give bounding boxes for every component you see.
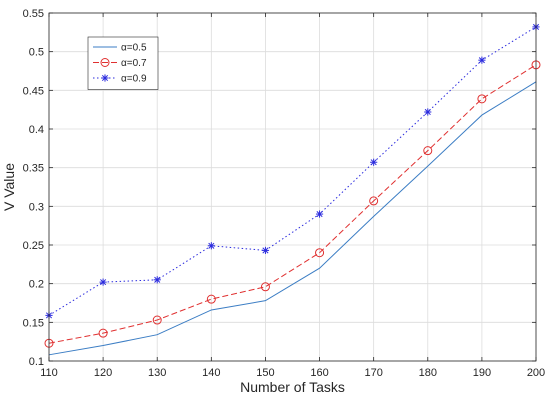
series-line <box>48 26 537 316</box>
legend-item: α=0.5 <box>93 43 147 54</box>
data-point <box>424 108 432 116</box>
legend: α=0.5 α=0.7 α=0.9 <box>87 36 159 90</box>
data-point <box>315 210 324 218</box>
data-point <box>207 242 215 250</box>
legend-item: α=0.7 <box>93 58 147 69</box>
asterisk-stroke <box>478 57 485 64</box>
data-point <box>152 315 162 325</box>
plot-frame <box>48 12 537 362</box>
x-tick-label: 170 <box>364 367 382 379</box>
asterisk-stroke <box>154 276 161 283</box>
data-point <box>261 246 270 255</box>
legend-marker <box>101 74 109 82</box>
series-line <box>48 81 537 356</box>
axis-ticks: 110 120 130 140 150 160 170 180 190 200 0.1 0.15 0.2… <box>23 8 546 379</box>
data-point <box>99 278 107 286</box>
x-tick-label: 130 <box>148 367 166 379</box>
series-2 <box>44 60 541 348</box>
series-1 <box>48 81 537 356</box>
data-point <box>478 56 486 64</box>
data-point <box>369 196 379 206</box>
y-tick-label: 0.45 <box>23 85 44 97</box>
x-tick-label: 180 <box>419 367 437 379</box>
y-tick-label: 0.35 <box>23 163 44 175</box>
asterisk-stroke <box>208 242 215 249</box>
y-tick-label: 0.3 <box>29 201 44 213</box>
y-tick-label: 0.1 <box>29 356 44 368</box>
legend-item: α=0.9 <box>93 74 147 85</box>
x-tick-label: 190 <box>473 367 491 379</box>
data-point <box>370 158 378 166</box>
data-point <box>260 282 270 292</box>
x-tick-label: 150 <box>256 367 274 379</box>
y-tick-label: 0.4 <box>29 124 44 136</box>
asterisk-stroke <box>100 279 107 286</box>
asterisk-stroke <box>424 108 431 116</box>
asterisk-stroke <box>316 211 323 218</box>
legend-label: α=0.7 <box>121 58 147 69</box>
y-tick-label: 0.25 <box>23 240 44 252</box>
data-point <box>153 276 161 284</box>
asterisk-stroke <box>262 247 269 254</box>
legend-marker <box>100 58 110 67</box>
asterisk-stroke <box>101 74 109 82</box>
data-point <box>206 294 216 304</box>
y-tick-label: 0.55 <box>23 8 44 20</box>
x-tick-label: 160 <box>310 367 328 379</box>
data-point <box>477 94 487 104</box>
data-point <box>423 146 433 156</box>
x-axis-label: Number of Tasks <box>240 379 345 395</box>
data-point <box>98 328 108 338</box>
y-tick-label: 0.15 <box>23 317 44 329</box>
x-tick-label: 200 <box>527 367 545 379</box>
legend-label: α=0.9 <box>121 74 147 85</box>
y-tick-label: 0.5 <box>29 47 44 59</box>
legend-box <box>87 36 159 90</box>
series-line <box>48 64 537 344</box>
asterisk-stroke <box>370 159 377 166</box>
x-tick-label: 120 <box>94 367 112 379</box>
data-point <box>315 248 325 258</box>
y-tick-label: 0.2 <box>29 279 44 291</box>
legend-label: α=0.5 <box>121 43 147 54</box>
y-axis-label: V Value <box>1 163 17 211</box>
x-tick-label: 110 <box>40 367 58 379</box>
x-tick-label: 140 <box>202 367 220 379</box>
